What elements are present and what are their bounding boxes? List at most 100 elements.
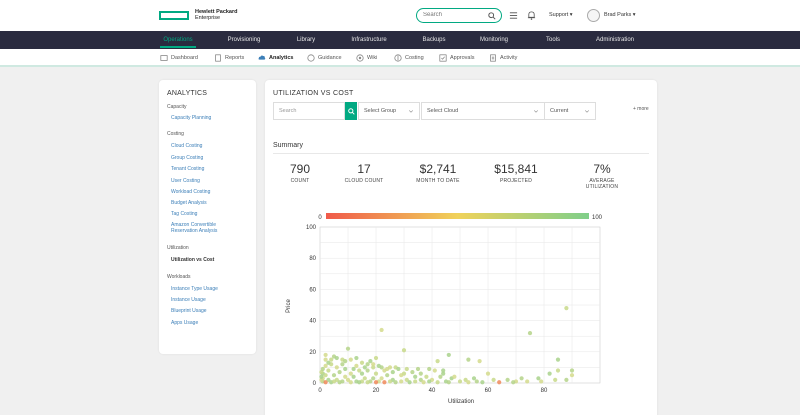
sidebar-link-capacity-planning[interactable]: Capacity Planning xyxy=(171,115,212,121)
scatter-point[interactable] xyxy=(415,366,421,372)
scatter-point[interactable] xyxy=(547,371,552,376)
scatter-point[interactable] xyxy=(373,355,379,361)
scatter-point[interactable] xyxy=(334,355,339,361)
scatter-point[interactable] xyxy=(319,374,324,379)
subnav-guidance[interactable]: Guidance xyxy=(307,49,342,67)
scatter-point[interactable] xyxy=(435,380,440,385)
scatter-point[interactable] xyxy=(427,379,432,384)
scatter-point[interactable] xyxy=(385,373,390,378)
scatter-point[interactable] xyxy=(446,352,451,358)
scatter-point[interactable] xyxy=(424,374,429,379)
scatter-point[interactable] xyxy=(438,374,443,379)
scatter-point[interactable] xyxy=(413,374,418,379)
scatter-point[interactable] xyxy=(471,376,477,381)
subnav-reports[interactable]: Reports xyxy=(214,49,244,67)
scatter-point[interactable] xyxy=(555,368,561,373)
scatter-point[interactable] xyxy=(399,373,404,378)
scatter-point[interactable] xyxy=(527,330,533,336)
scatter-point[interactable] xyxy=(418,371,423,376)
scatter-point[interactable] xyxy=(345,346,351,351)
scatter-point[interactable] xyxy=(354,355,359,361)
sidebar-link-workload-costing[interactable]: Workload Costing xyxy=(171,189,211,195)
filter-period-select[interactable]: Current xyxy=(544,102,596,120)
sidebar-link-apps-usage[interactable]: Apps Usage xyxy=(171,320,199,326)
scatter-point[interactable] xyxy=(359,371,365,376)
scatter-point[interactable] xyxy=(418,377,423,382)
scatter-point[interactable] xyxy=(569,373,575,378)
scatter-point[interactable] xyxy=(564,377,569,382)
subnav-costing[interactable]: Costing xyxy=(394,49,424,67)
scatter-point[interactable] xyxy=(390,369,395,375)
sidebar-link-tenant-costing[interactable]: Tenant Costing xyxy=(171,166,205,172)
scatter-point[interactable] xyxy=(401,348,407,353)
scatter-point[interactable] xyxy=(463,377,468,382)
scatter-point[interactable] xyxy=(404,377,409,382)
bell-icon[interactable] xyxy=(527,11,536,20)
subnav-wiki[interactable]: Wiki xyxy=(356,49,377,67)
scatter-point[interactable] xyxy=(323,352,328,358)
scatter-point[interactable] xyxy=(457,379,463,384)
nav-infrastructure[interactable]: Infrastructure xyxy=(351,37,387,43)
scatter-point[interactable] xyxy=(421,380,426,385)
scatter-point[interactable] xyxy=(320,366,325,372)
scatter-point[interactable] xyxy=(485,371,491,376)
scatter-point[interactable] xyxy=(432,368,437,373)
scatter-point[interactable] xyxy=(379,327,384,333)
scatter-point[interactable] xyxy=(351,366,356,372)
scatter-point[interactable] xyxy=(466,357,471,362)
scatter-point[interactable] xyxy=(323,363,328,368)
search-icon[interactable] xyxy=(488,12,496,20)
scatter-point[interactable] xyxy=(393,380,398,385)
sidebar-link-amazon-convertible[interactable]: Amazon Convertible Reservation Analysis xyxy=(171,222,218,234)
scatter-point[interactable] xyxy=(427,366,432,372)
scatter-point[interactable] xyxy=(379,376,384,381)
scatter-point[interactable] xyxy=(466,380,471,385)
scatter-point[interactable] xyxy=(497,380,502,385)
scatter-point[interactable] xyxy=(343,366,348,372)
scatter-point[interactable] xyxy=(446,380,451,385)
scatter-point[interactable] xyxy=(553,377,558,382)
nav-tools[interactable]: Tools xyxy=(545,37,561,43)
scatter-point[interactable] xyxy=(410,369,415,375)
scatter-point[interactable] xyxy=(326,368,331,373)
subnav-approvals[interactable]: Approvals xyxy=(439,49,474,67)
nav-administration[interactable]: Administration xyxy=(595,37,635,43)
scatter-point[interactable] xyxy=(368,359,373,364)
scatter-point[interactable] xyxy=(441,368,446,373)
filter-search[interactable]: Search xyxy=(273,102,345,120)
scatter-point[interactable] xyxy=(348,380,353,385)
more-filters-link[interactable]: + more xyxy=(633,106,649,112)
scatter-point[interactable] xyxy=(435,359,440,364)
sidebar-link-instance-type-usage[interactable]: Instance Type Usage xyxy=(171,286,218,292)
filter-cloud-select[interactable]: Select Cloud xyxy=(421,102,545,120)
scatter-point[interactable] xyxy=(343,359,348,364)
scatter-point[interactable] xyxy=(371,362,376,367)
nav-backups[interactable]: Backups xyxy=(422,37,446,43)
scatter-point[interactable] xyxy=(343,374,348,379)
scatter-point[interactable] xyxy=(371,365,376,370)
subnav-dashboard[interactable]: Dashboard xyxy=(160,49,198,67)
scatter-point[interactable] xyxy=(491,377,496,382)
nav-provisioning[interactable]: Provisioning xyxy=(227,37,261,43)
sidebar-link-tag-costing[interactable]: Tag Costing xyxy=(171,211,198,217)
scatter-point[interactable] xyxy=(373,380,379,385)
scatter-point[interactable] xyxy=(331,373,337,378)
scatter-point[interactable] xyxy=(326,360,331,365)
scatter-point[interactable] xyxy=(505,377,510,382)
scatter-point[interactable] xyxy=(474,379,479,384)
scatter-point[interactable] xyxy=(564,306,569,311)
scatter-point[interactable] xyxy=(337,380,342,385)
sidebar-link-group-costing[interactable]: Group Costing xyxy=(171,155,204,161)
scatter-point[interactable] xyxy=(340,362,345,367)
scatter-point[interactable] xyxy=(357,368,362,373)
scatter-point[interactable] xyxy=(323,380,328,385)
scatter-point[interactable] xyxy=(376,363,381,368)
scatter-point[interactable] xyxy=(337,369,342,375)
nav-operations[interactable]: Operations xyxy=(163,37,193,43)
scatter-point[interactable] xyxy=(348,357,353,362)
scatter-point[interactable] xyxy=(326,377,331,382)
scatter-point[interactable] xyxy=(480,380,485,385)
global-search[interactable] xyxy=(416,8,502,23)
scatter-point[interactable] xyxy=(525,379,530,384)
brand-logo[interactable]: Hewlett Packard Enterprise xyxy=(159,9,238,21)
